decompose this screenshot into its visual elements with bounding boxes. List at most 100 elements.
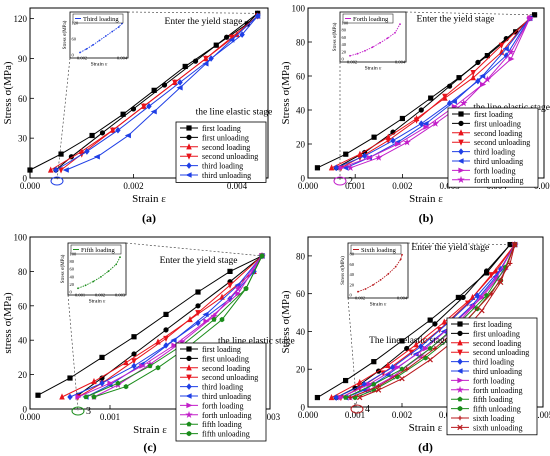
panel-label: (b): [419, 211, 434, 225]
guide-line: [405, 11, 535, 16]
data-point: [161, 82, 168, 88]
data-point: [67, 393, 73, 401]
legend-marker: [186, 430, 192, 437]
y-tick-label: 60: [18, 301, 28, 311]
data-point: [422, 120, 429, 127]
data-point: [342, 377, 349, 384]
legend-label: second loading: [474, 129, 522, 138]
data-point: [427, 345, 433, 351]
data-point: [375, 387, 382, 393]
panel-d: 0204060800.0000.0010.0020.0030.0040.005S…: [280, 236, 550, 454]
data-point: [413, 341, 419, 348]
guide-line: [127, 11, 258, 14]
inset-y-tick-label: 60: [350, 262, 355, 267]
inset-x-tick-label: 0.002: [77, 55, 87, 60]
legend-label: third loading: [473, 358, 514, 367]
series-line: [345, 244, 516, 399]
x-axis-label: Strain ε: [132, 193, 166, 205]
inset-point: [100, 276, 102, 278]
legend-marker: [457, 321, 463, 327]
series-line: [340, 17, 531, 169]
inset-line: [349, 23, 401, 57]
data-point: [177, 79, 183, 86]
data-point: [203, 55, 209, 62]
inset-x-label: Strain ε: [89, 299, 107, 305]
series-first-loading: [35, 253, 265, 398]
legend-marker: [186, 125, 192, 131]
series-line: [55, 15, 259, 171]
legend-marker: [458, 120, 464, 126]
series-line: [336, 17, 531, 169]
data-point: [366, 381, 373, 388]
data-point: [356, 378, 363, 386]
legend-marker: [457, 175, 465, 183]
inset-y-tick-label: 20: [70, 282, 75, 287]
legend-marker: [185, 172, 192, 178]
data-point: [442, 93, 448, 100]
x-tick-label: 0.001: [345, 181, 365, 191]
inset-y-tick-label: 40: [350, 272, 355, 277]
highlight-label: 3: [86, 406, 91, 417]
inset-point: [119, 256, 121, 259]
data-point: [376, 383, 381, 389]
data-point: [83, 394, 89, 400]
legend-marker: [185, 393, 192, 399]
panel-label: (c): [143, 440, 156, 454]
data-point: [447, 83, 453, 89]
data-point: [146, 103, 152, 110]
data-point: [202, 61, 209, 67]
data-point: [235, 290, 242, 297]
legend-label: second unloading: [202, 373, 258, 382]
y-tick-label: 80: [296, 251, 306, 261]
data-point: [427, 317, 433, 323]
inset-x-tick-label: 0.003: [115, 292, 126, 297]
series-line: [55, 12, 259, 171]
data-point: [224, 34, 230, 40]
legend-label: third loading: [474, 148, 515, 157]
highlight-label: 2: [348, 176, 353, 187]
series-line: [359, 244, 516, 399]
data-point: [115, 380, 121, 386]
legend-marker: [457, 415, 463, 421]
x-tick-label: 0.002: [392, 410, 412, 420]
legend-label: third unloading: [202, 392, 251, 401]
data-point: [124, 132, 131, 139]
legend-label: fifth loading: [202, 420, 242, 429]
data-point: [35, 392, 41, 398]
data-point: [130, 106, 137, 112]
inset-x-label: Strain ε: [370, 302, 388, 308]
annotation: Enter the yield stage: [411, 243, 489, 253]
data-point: [227, 282, 233, 289]
inset-point: [379, 42, 381, 44]
data-point: [418, 107, 424, 113]
data-point: [131, 362, 137, 370]
data-point: [338, 165, 345, 171]
data-point: [227, 268, 233, 275]
legend-marker: [457, 349, 463, 356]
data-point: [502, 46, 509, 52]
inset-y-tick-label: 60: [342, 35, 347, 40]
series-line: [335, 244, 516, 399]
inset-legend-box: [342, 13, 394, 24]
y-tick-label: 0: [301, 403, 306, 413]
inset-legend-box: [350, 244, 402, 255]
inset-legend-label: Third loading: [83, 16, 119, 23]
data-point: [427, 357, 433, 363]
data-point: [343, 151, 349, 157]
inset-point: [115, 263, 118, 266]
highlight-ring: [50, 176, 64, 186]
data-point: [497, 279, 504, 286]
inset-point: [104, 35, 107, 37]
inset-point: [379, 279, 382, 281]
legend-marker: [456, 368, 463, 374]
data-point: [512, 241, 518, 248]
inset-point: [399, 23, 401, 26]
inset-point: [92, 44, 94, 46]
data-point: [107, 380, 114, 386]
data-point: [211, 316, 217, 322]
data-point: [423, 124, 430, 130]
annotation: the line elastic stage: [196, 107, 273, 117]
inset-x-tick-label: 0.001: [75, 292, 85, 297]
x-tick-label: 0.000: [298, 410, 319, 420]
